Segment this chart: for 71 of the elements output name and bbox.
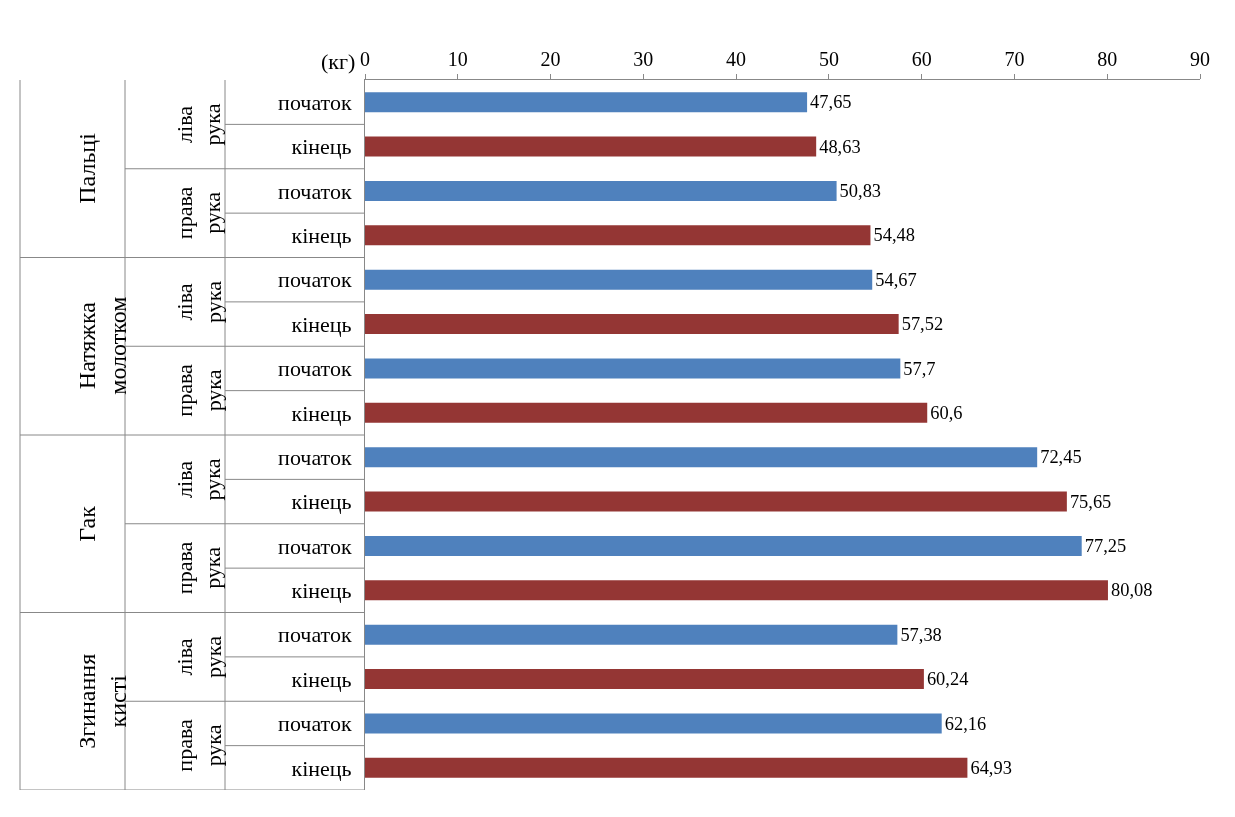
y-tick-label: кінець	[291, 489, 352, 515]
bar	[365, 358, 901, 379]
data-label: 77,25	[1084, 536, 1127, 557]
x-tick-label: 40	[726, 48, 747, 70]
y-tick-label: кінець	[291, 311, 352, 337]
data-label: 75,65	[1069, 491, 1112, 512]
bar	[365, 136, 817, 157]
y-tick-label: початок	[278, 533, 352, 559]
bar	[365, 669, 924, 690]
y-tick-label: початок	[278, 444, 352, 470]
bar	[365, 314, 899, 335]
text: права рука	[172, 363, 226, 417]
bar	[365, 580, 1108, 601]
bar	[365, 491, 1067, 512]
y-tick-label: кінець	[291, 134, 352, 160]
bar	[365, 535, 1082, 556]
data-label: 57,7	[903, 358, 936, 379]
y-tick-label: початок	[278, 89, 352, 115]
data-label: 54,67	[875, 269, 917, 290]
bar	[365, 624, 898, 645]
text: ліва рука	[171, 458, 226, 501]
bar	[365, 713, 942, 734]
text: Пальці	[74, 132, 101, 204]
y-tick-label: кінець	[291, 223, 352, 249]
x-axis-title: (кг)	[321, 49, 356, 74]
text: ліва рука	[171, 103, 226, 146]
data-label: 57,38	[900, 624, 942, 645]
text: права рука	[171, 541, 226, 595]
data-label: 62,16	[944, 713, 987, 734]
x-tick-label: 80	[1097, 48, 1118, 70]
bar	[365, 757, 968, 778]
bar	[365, 92, 808, 113]
text: Згинання кисті	[74, 653, 132, 749]
y-tick-label: кінець	[291, 400, 352, 426]
y-tick-label: початок	[278, 267, 352, 293]
text: права рука	[172, 718, 226, 772]
y-tick-label: кінець	[291, 755, 352, 781]
y-tick-label: початок	[278, 711, 352, 737]
data-label: 60,6	[930, 402, 963, 423]
x-tick-label: 50	[818, 48, 839, 70]
bar	[365, 402, 928, 423]
x-tick-label: 30	[633, 48, 654, 70]
bar	[365, 225, 871, 246]
data-label: 50,83	[839, 181, 882, 202]
x-tick-label: 20	[540, 48, 561, 70]
data-label: 54,48	[873, 225, 915, 246]
data-label: 48,63	[819, 136, 861, 157]
data-label: 72,45	[1040, 447, 1082, 468]
text: Гак	[74, 505, 101, 542]
y-tick-label: кінець	[291, 578, 352, 604]
bar	[365, 180, 837, 201]
data-label: 57,52	[901, 314, 944, 335]
data-label: 47,65	[810, 92, 852, 113]
x-tick-label: 60	[911, 48, 932, 70]
data-label: 64,93	[970, 757, 1012, 778]
data-label: 60,24	[926, 669, 969, 690]
x-tick-label: 0	[360, 48, 370, 70]
text: ліва рука	[172, 280, 226, 323]
x-tick-label: 90	[1190, 48, 1210, 70]
text: права рука	[171, 186, 226, 240]
y-tick-label: початок	[278, 356, 352, 382]
bar	[365, 269, 873, 290]
y-tick-label: початок	[278, 622, 352, 648]
x-tick-label: 70	[1004, 48, 1025, 70]
x-tick-label: 10	[447, 48, 468, 70]
data-label: 80,08	[1110, 580, 1153, 601]
y-tick-label: початок	[278, 178, 352, 204]
text: Натяжка молотком	[74, 296, 132, 395]
y-tick-label: кінець	[291, 666, 352, 692]
bar	[365, 447, 1038, 468]
text: ліва рука	[172, 635, 226, 678]
